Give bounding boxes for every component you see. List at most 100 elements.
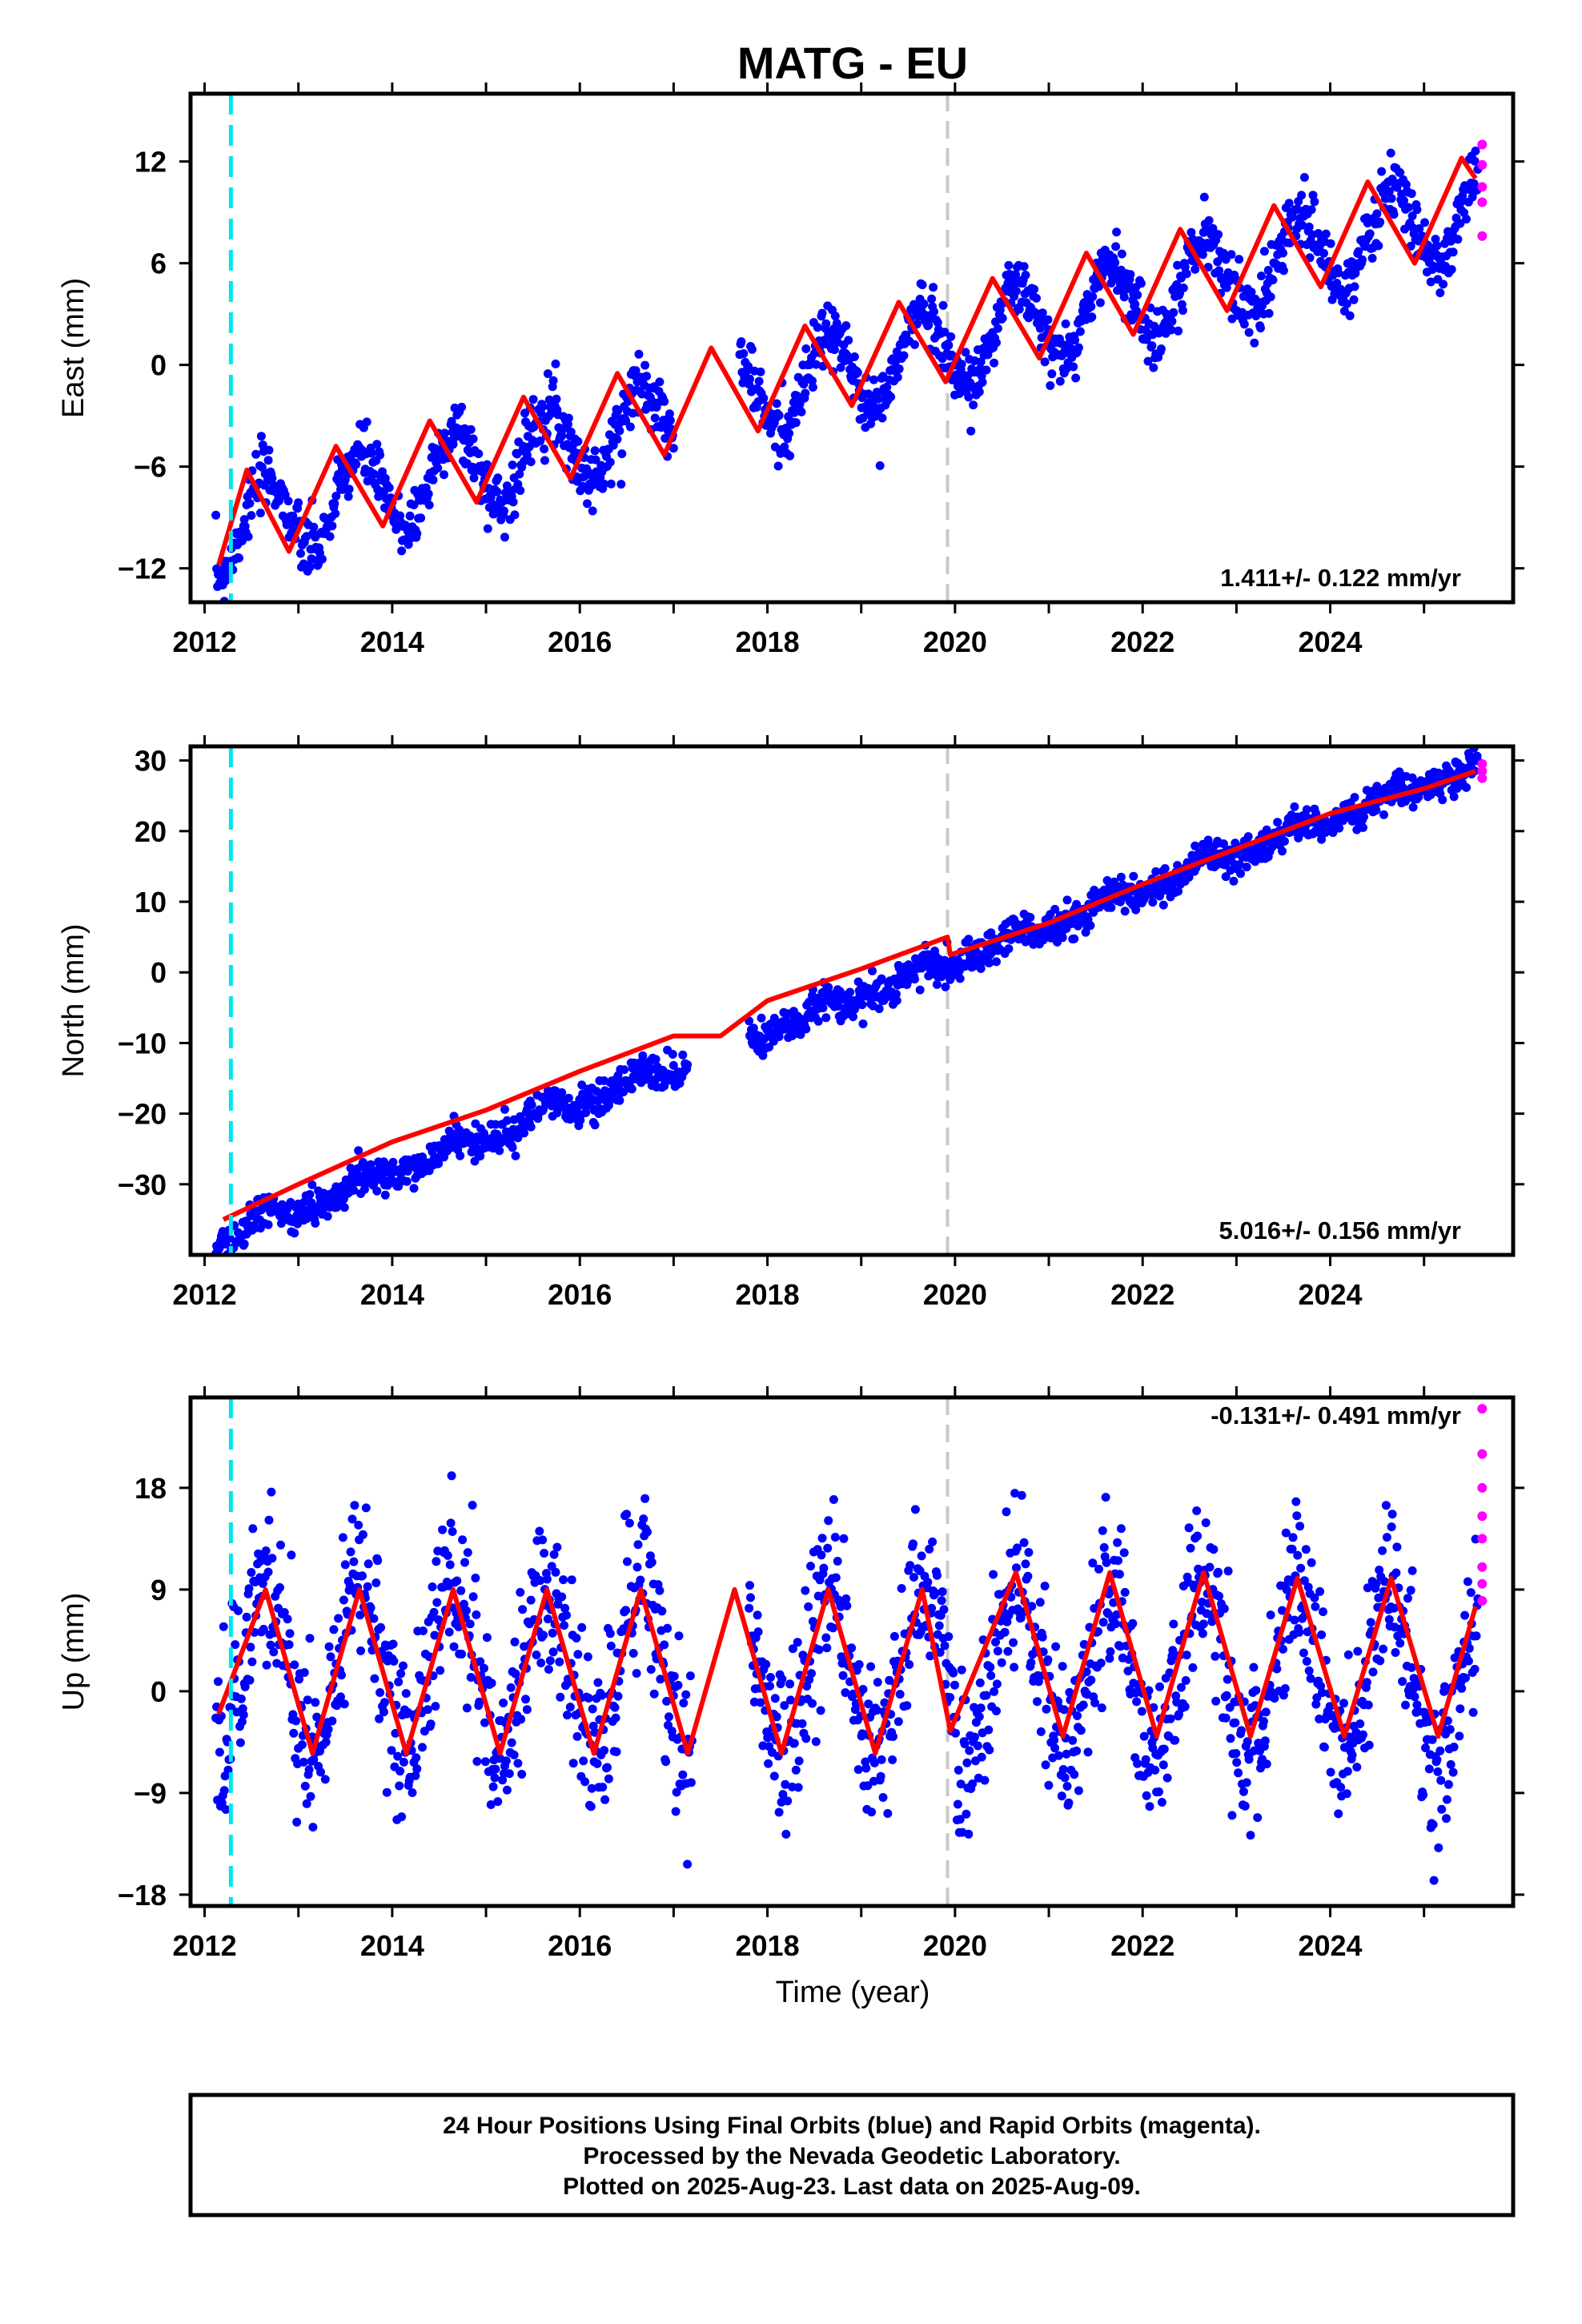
data-point xyxy=(823,1543,833,1553)
data-point xyxy=(1004,260,1014,270)
data-point xyxy=(508,1143,517,1152)
data-point xyxy=(772,399,781,408)
data-point xyxy=(510,1637,520,1647)
data-point xyxy=(813,323,822,332)
data-point xyxy=(476,1657,485,1667)
data-point xyxy=(592,1759,602,1768)
data-point xyxy=(431,1702,440,1711)
rapid-orbit-point xyxy=(1477,159,1488,170)
data-point xyxy=(493,1797,503,1807)
data-point xyxy=(1368,1667,1378,1677)
data-point xyxy=(745,1581,754,1590)
data-point xyxy=(1062,895,1072,905)
data-point xyxy=(1201,1518,1211,1527)
data-point xyxy=(1342,1789,1351,1799)
data-point xyxy=(1061,319,1070,328)
data-point xyxy=(573,436,583,446)
x-tick-label: 2014 xyxy=(360,1929,424,1962)
data-point xyxy=(1307,1558,1316,1567)
x-tick-label: 2022 xyxy=(1110,625,1174,658)
data-point xyxy=(1456,219,1465,228)
data-point xyxy=(1106,903,1116,912)
data-point xyxy=(672,1787,681,1797)
data-point xyxy=(868,966,877,975)
model-fit-line xyxy=(216,1570,1478,1756)
data-point xyxy=(468,434,478,444)
data-point xyxy=(593,1096,603,1106)
data-point xyxy=(267,473,277,483)
data-point xyxy=(1377,167,1387,176)
data-point xyxy=(1034,1677,1043,1687)
x-tick-label: 2012 xyxy=(173,1278,237,1311)
data-point xyxy=(258,440,267,450)
data-point xyxy=(583,499,592,509)
data-point xyxy=(1281,1528,1291,1538)
data-point xyxy=(683,1060,693,1070)
data-point xyxy=(957,360,966,369)
data-point xyxy=(909,1573,918,1582)
data-point xyxy=(339,1699,349,1709)
data-point xyxy=(845,987,855,997)
data-point xyxy=(511,1151,520,1160)
data-point xyxy=(460,1558,469,1567)
data-point xyxy=(1455,1731,1464,1741)
data-point xyxy=(1415,224,1424,233)
data-point xyxy=(600,479,609,489)
data-point xyxy=(1046,381,1055,390)
data-point xyxy=(777,1675,787,1684)
data-point xyxy=(808,376,817,386)
data-point xyxy=(1017,1490,1026,1500)
data-point xyxy=(1236,869,1245,879)
rapid-orbit-point xyxy=(1477,1404,1488,1414)
data-point xyxy=(883,1809,893,1818)
data-point xyxy=(1060,1773,1070,1783)
data-point xyxy=(1201,225,1211,234)
data-point xyxy=(404,540,413,549)
data-point xyxy=(1193,1531,1203,1541)
data-point xyxy=(1392,1542,1402,1552)
data-point xyxy=(1010,1489,1020,1498)
data-point xyxy=(1105,1654,1114,1663)
data-point xyxy=(311,1219,320,1228)
data-point xyxy=(434,1615,444,1625)
data-point xyxy=(1207,1617,1217,1626)
data-point xyxy=(1133,290,1142,300)
data-point xyxy=(1401,1700,1410,1710)
data-point xyxy=(1450,1653,1460,1663)
data-point xyxy=(995,305,1005,315)
final-orbit-points xyxy=(211,1471,1483,1885)
data-point xyxy=(600,1795,610,1804)
panels: 2012 2014 2016 2018 2020 2022 2024−12−60612Eas… xyxy=(57,82,1524,1962)
data-point xyxy=(1086,1675,1096,1685)
footer-box: 24 Hour Positions Using Final Orbits (bl… xyxy=(188,2093,1516,2217)
data-point xyxy=(412,1753,421,1763)
data-point xyxy=(219,1622,228,1631)
data-point xyxy=(811,360,821,369)
data-point xyxy=(665,1712,673,1722)
data-point xyxy=(849,1012,857,1022)
data-point xyxy=(636,1575,645,1585)
footer-line-3: Plotted on 2025-Aug-23. Last data on 202… xyxy=(563,2173,1141,2200)
data-point xyxy=(1055,376,1065,386)
data-point xyxy=(1371,806,1381,815)
data-point xyxy=(347,1514,357,1524)
data-point xyxy=(930,1589,940,1598)
data-point xyxy=(1040,1582,1050,1590)
data-point xyxy=(992,1679,1002,1689)
data-point xyxy=(267,1554,277,1563)
data-point xyxy=(1145,1802,1154,1811)
data-point xyxy=(1325,1702,1335,1711)
data-point xyxy=(985,958,994,967)
data-point xyxy=(372,1186,382,1196)
data-point xyxy=(1363,1700,1373,1710)
data-point xyxy=(516,1587,525,1597)
data-point xyxy=(679,1699,689,1708)
data-point xyxy=(673,1680,683,1690)
data-point xyxy=(785,428,794,438)
data-point xyxy=(1412,1700,1422,1710)
data-point xyxy=(1162,1773,1172,1783)
data-point xyxy=(1307,205,1316,215)
y-tick-label: 18 xyxy=(135,1472,167,1505)
data-point xyxy=(893,372,902,382)
data-point xyxy=(949,1668,958,1678)
